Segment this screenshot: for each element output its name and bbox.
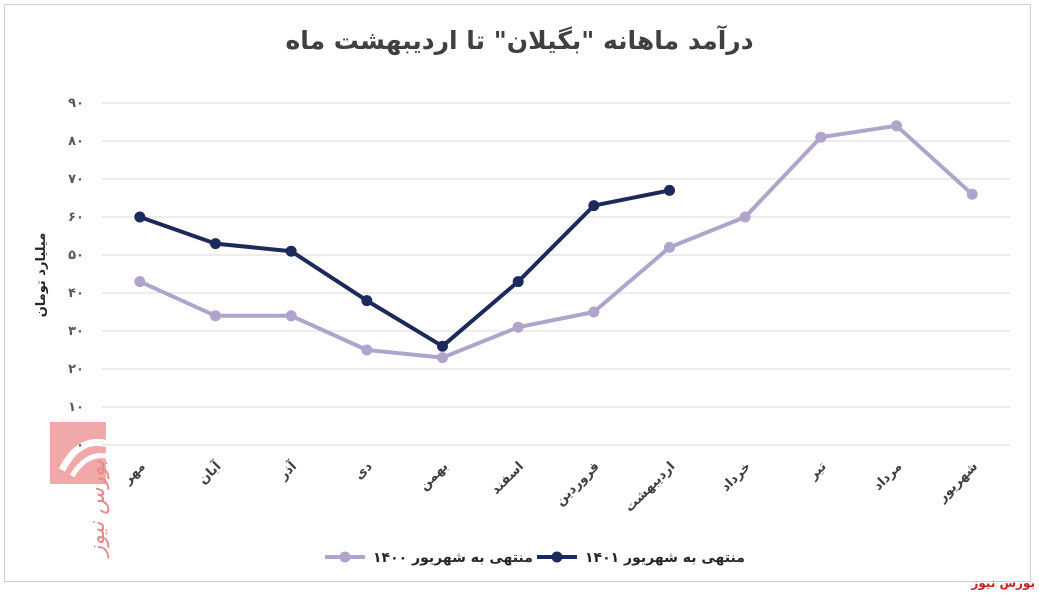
data-point <box>437 352 448 364</box>
legend-marker <box>551 551 563 563</box>
y-tick-label: ۷۰ <box>68 172 84 187</box>
data-point <box>437 340 448 352</box>
data-point <box>134 276 146 288</box>
watermark-logo: بورس نیوز <box>50 422 120 560</box>
data-point <box>891 120 902 132</box>
y-tick-label: ۴۰ <box>68 286 84 301</box>
data-point <box>815 131 827 143</box>
x-tick-label: مهر <box>120 459 149 488</box>
data-point <box>210 238 221 250</box>
x-tick-label: شهریور <box>934 459 981 506</box>
data-point <box>361 344 373 356</box>
y-tick-label: ۸۰ <box>68 134 84 149</box>
data-point <box>588 200 600 212</box>
x-tick-label: فروردین <box>553 459 603 509</box>
series-line-2 <box>139 188 670 349</box>
data-point <box>512 321 524 333</box>
data-point <box>285 245 297 257</box>
svg-text:بورس نیوز: بورس نیوز <box>85 460 110 560</box>
y-tick-label: ۵۰ <box>68 248 84 263</box>
x-tick-label: اردیبهشت <box>622 459 678 515</box>
y-tick-label: ۰ <box>76 438 84 453</box>
grid-lines <box>102 102 1010 446</box>
series-line-1 <box>139 123 974 360</box>
y-tick-label: ۳۰ <box>68 324 84 339</box>
chart-title: درآمد ماهانه "بگیلان" تا اردیبهشت ماه <box>285 26 754 55</box>
x-tick-label: آبان <box>194 457 224 487</box>
data-point <box>966 188 978 200</box>
data-point <box>664 184 675 196</box>
data-point <box>285 310 297 322</box>
x-tick-label: آذر <box>274 457 300 483</box>
source-label: بورس نیوز <box>971 576 1035 590</box>
data-point <box>664 241 675 253</box>
x-tick-label: اسفند <box>489 459 527 497</box>
data-point <box>361 295 373 307</box>
y-tick-label: ۹۰ <box>68 96 84 111</box>
legend: منتهی به شهریور ۱۴۰۰ منتهی به شهریور ۱۴۰۱ <box>325 550 745 566</box>
data-point <box>739 211 751 223</box>
y-tick-label: ۶۰ <box>68 210 84 225</box>
series-points <box>134 120 978 364</box>
data-point <box>210 310 221 322</box>
legend-label: منتهی به شهریور ۱۴۰۱ <box>585 550 745 566</box>
x-tick-label: مرداد <box>871 459 906 494</box>
y-axis-label: میلیارد تومان <box>34 233 49 318</box>
legend-label: منتهی به شهریور ۱۴۰۰ <box>373 550 533 566</box>
series-lines <box>139 123 974 360</box>
y-tick-label: ۱۰ <box>68 400 84 415</box>
y-tick-labels: ۰ ۱۰ ۲۰ ۳۰ ۴۰ ۵۰ ۶۰ ۷۰ ۸۰ ۹۰ <box>68 96 84 453</box>
x-tick-label: تیر <box>805 459 829 483</box>
data-point <box>588 306 600 318</box>
data-point <box>512 276 524 288</box>
x-tick-labels: مهر آبان آذر دی بهمن اسفند فروردین اردیبهشت خردا… <box>120 457 981 515</box>
x-tick-label: بهمن <box>417 459 452 494</box>
data-point <box>134 211 146 223</box>
legend-marker <box>339 551 351 563</box>
y-tick-label: ۲۰ <box>68 362 84 377</box>
x-tick-label: خرداد <box>718 459 754 495</box>
x-tick-label: دی <box>352 459 376 483</box>
